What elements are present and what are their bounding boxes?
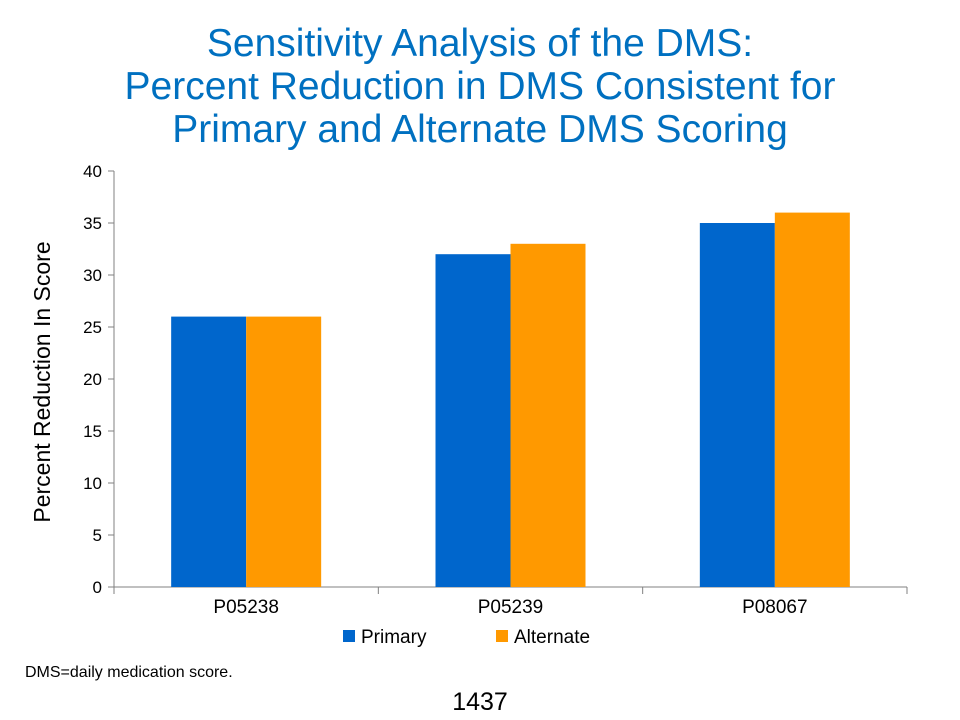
y-axis-title: Percent Reduction In Score: [29, 241, 55, 522]
bar-alternate-p05238: [246, 316, 322, 587]
y-tick-label: 35: [83, 214, 102, 233]
bar-chart: 0 5 10 15 20 25 30 35 40 P05238 P05239 P08067 Percen…: [29, 162, 908, 648]
y-tick-label: 40: [83, 162, 102, 181]
page-number: 1437: [452, 688, 508, 716]
y-tick-label: 20: [83, 370, 102, 389]
legend-swatch-alternate: [496, 630, 508, 642]
y-tick-label: 25: [83, 318, 102, 337]
bar-primary-p05238: [171, 316, 247, 587]
x-tick-label: P05239: [478, 597, 544, 618]
bar-alternate-p05239: [510, 243, 586, 588]
title-line-2: Percent Reduction in DMS Consistent for: [124, 65, 836, 108]
legend-swatch-primary: [343, 630, 355, 642]
y-tick-label: 0: [93, 578, 102, 597]
bar-primary-p08067: [699, 223, 775, 587]
footnote: DMS=daily medication score.: [25, 664, 233, 681]
legend-label-alternate: Alternate: [514, 627, 590, 648]
title-line-1: Sensitivity Analysis of the DMS:: [206, 22, 754, 65]
legend-label-primary: Primary: [361, 627, 427, 648]
bar-alternate-p08067: [774, 212, 850, 587]
y-tick-label: 5: [93, 526, 102, 545]
slide-title: Sensitivity Analysis of the DMS: Percent…: [0, 22, 960, 151]
bar-primary-p05239: [435, 254, 511, 587]
y-tick-label: 30: [83, 266, 102, 285]
y-tick-label: 10: [83, 474, 102, 493]
title-line-3: Primary and Alternate DMS Scoring: [172, 108, 788, 151]
x-tick-label: P05238: [213, 597, 279, 618]
x-tick-label: P08067: [742, 597, 808, 618]
y-tick-label: 15: [83, 422, 102, 441]
